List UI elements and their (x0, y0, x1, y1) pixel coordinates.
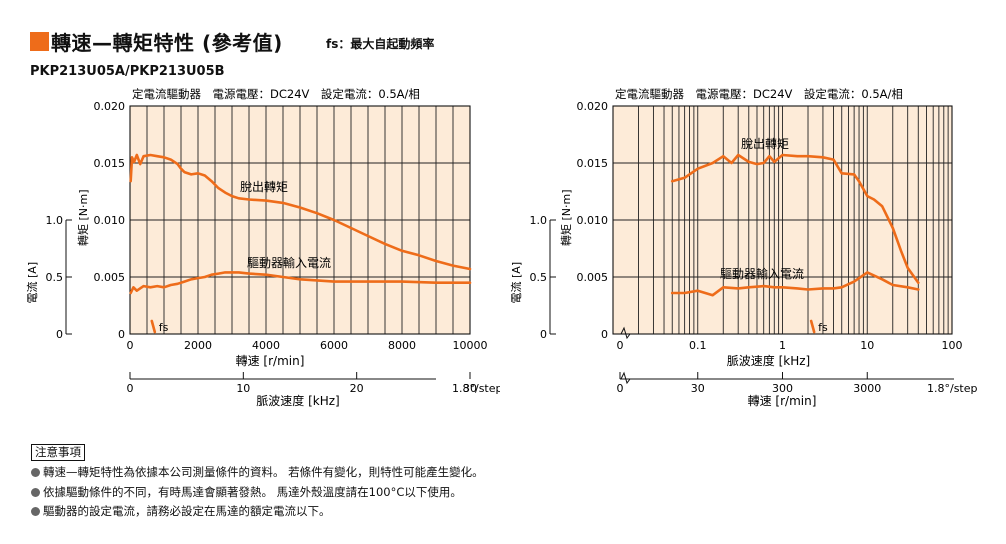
current-tick-label: 1.0 (46, 214, 64, 227)
current-tick-label: 0.5 (530, 271, 548, 284)
y-tick-label: 0.020 (94, 100, 126, 113)
y-tick-label: 0 (601, 328, 608, 341)
page-title: 轉速—轉矩特性 (參考值) (51, 31, 283, 55)
series-label: 驅動器輸入電流 (720, 266, 804, 281)
note-item: 依據驅動條件的不同，有時馬達會顯著發熱。 馬達外殼溫度請在100°C以下使用。 (31, 484, 462, 500)
note-item: 驅動器的設定電流，請務必設定在馬達的額定電流以下。 (31, 503, 331, 519)
y-tick-label: 0.005 (577, 271, 609, 284)
y-axis-label-current: 電流 [A] (25, 262, 39, 304)
current-tick-label: 1.0 (530, 214, 548, 227)
note-item: 轉速—轉矩特性為依據本公司測量條件的資料。 若條件有變化，則特性可能產生變化。 (31, 464, 484, 480)
secondary-tick-label: 30 (691, 382, 705, 395)
note-text: 依據驅動條件的不同，有時馬達會顯著發熱。 馬達外殼溫度請在100°C以下使用。 (43, 485, 462, 499)
x-tick-label: 10000 (453, 339, 488, 352)
series-label: 脫出轉矩 (240, 179, 288, 194)
series-label: 脫出轉矩 (741, 136, 789, 151)
y-tick-label: 0.010 (577, 214, 609, 227)
note-text: 驅動器的設定電流，請務必設定在馬達的額定電流以下。 (43, 504, 331, 518)
chart-header: 定電流驅動器 電源電壓：DC24V 設定電流：0.5A/相 (132, 87, 420, 101)
x-tick-label: 2000 (184, 339, 212, 352)
note-text: 轉速—轉矩特性為依據本公司測量條件的資料。 若條件有變化，則特性可能產生變化。 (43, 465, 484, 479)
y-axis-label-current: 電流 [A] (509, 262, 523, 304)
notes-heading: 注意事項 (31, 444, 85, 461)
series-label: 驅動器輸入電流 (247, 255, 331, 270)
current-tick-label: 0 (540, 328, 547, 341)
current-tick-label: 0.5 (46, 271, 64, 284)
secondary-axis-label: 脈波速度 [kHz] (256, 393, 339, 408)
bullet-icon (31, 507, 40, 516)
chart-linear-speed: 定電流驅動器 電源電壓：DC24V 設定電流：0.5A/相 0 0.005 0.010… (25, 87, 500, 408)
x-axis-label: 轉速 [r/min] (236, 354, 305, 368)
secondary-axis-label: 轉速 [r/min] (748, 394, 817, 408)
y-tick-label: 0.015 (94, 157, 126, 170)
x-tick-label: 0 (127, 339, 134, 352)
plot-frame (129, 105, 471, 335)
chart-log-pulse: 定電流驅動器 電源電壓：DC24V 設定電流：0.5A/相 0 0.005 0.010… (509, 87, 978, 408)
x-tick-label: 1 (779, 339, 786, 352)
step-angle-label: 1.8°/step (927, 382, 978, 395)
x-tick-label: 0.1 (689, 339, 707, 352)
fs-label: fs (818, 321, 828, 334)
fs-label: fs (159, 321, 169, 334)
y-tick-label: 0.020 (577, 100, 609, 113)
x-axis-label: 脈波速度 [kHz] (727, 353, 810, 368)
x-zero-label: 0 (617, 339, 624, 352)
fs-marker (150, 319, 157, 334)
driver-current-curve (129, 271, 472, 295)
x-tick-label: 10 (860, 339, 874, 352)
plot-frame (612, 105, 953, 335)
bullet-icon (31, 488, 40, 497)
model-number: PKP213U05A/PKP213U05B (30, 64, 225, 79)
x-tick-label: 100 (942, 339, 963, 352)
fs-marker (809, 319, 816, 334)
secondary-tick-label: 0 (127, 382, 134, 395)
y-tick-label: 0.015 (577, 157, 609, 170)
step-angle-label: 1.8°/step (452, 382, 500, 395)
x-tick-label: 6000 (320, 339, 348, 352)
page-subtitle: fs：最大自起動頻率 (326, 37, 435, 51)
y-axis-label-torque: 轉矩 [N·m] (77, 189, 90, 246)
secondary-tick-label: 10 (236, 382, 250, 395)
y-tick-label: 0 (118, 328, 125, 341)
secondary-tick-label: 20 (350, 382, 364, 395)
axis-break-mark (620, 326, 631, 340)
bullet-icon (31, 468, 40, 477)
current-tick-label: 0 (56, 328, 63, 341)
secondary-tick-label: 300 (772, 382, 793, 395)
chart-header: 定電流驅動器 電源電壓：DC24V 設定電流：0.5A/相 (615, 87, 903, 101)
secondary-tick-label: 0 (617, 382, 624, 395)
y-tick-label: 0.005 (94, 271, 126, 284)
pullout-torque-curve (670, 153, 920, 284)
secondary-tick-label: 3000 (853, 382, 881, 395)
title-marker (30, 32, 49, 51)
y-axis-label-torque: 轉矩 [N·m] (560, 189, 573, 246)
y-tick-label: 0.010 (94, 214, 126, 227)
x-tick-label: 8000 (388, 339, 416, 352)
secondary-tick-label: 30 (463, 382, 477, 395)
axis-break-mark (620, 371, 631, 385)
pullout-torque-curve (129, 153, 472, 271)
driver-current-curve (670, 271, 920, 297)
x-tick-label: 4000 (252, 339, 280, 352)
